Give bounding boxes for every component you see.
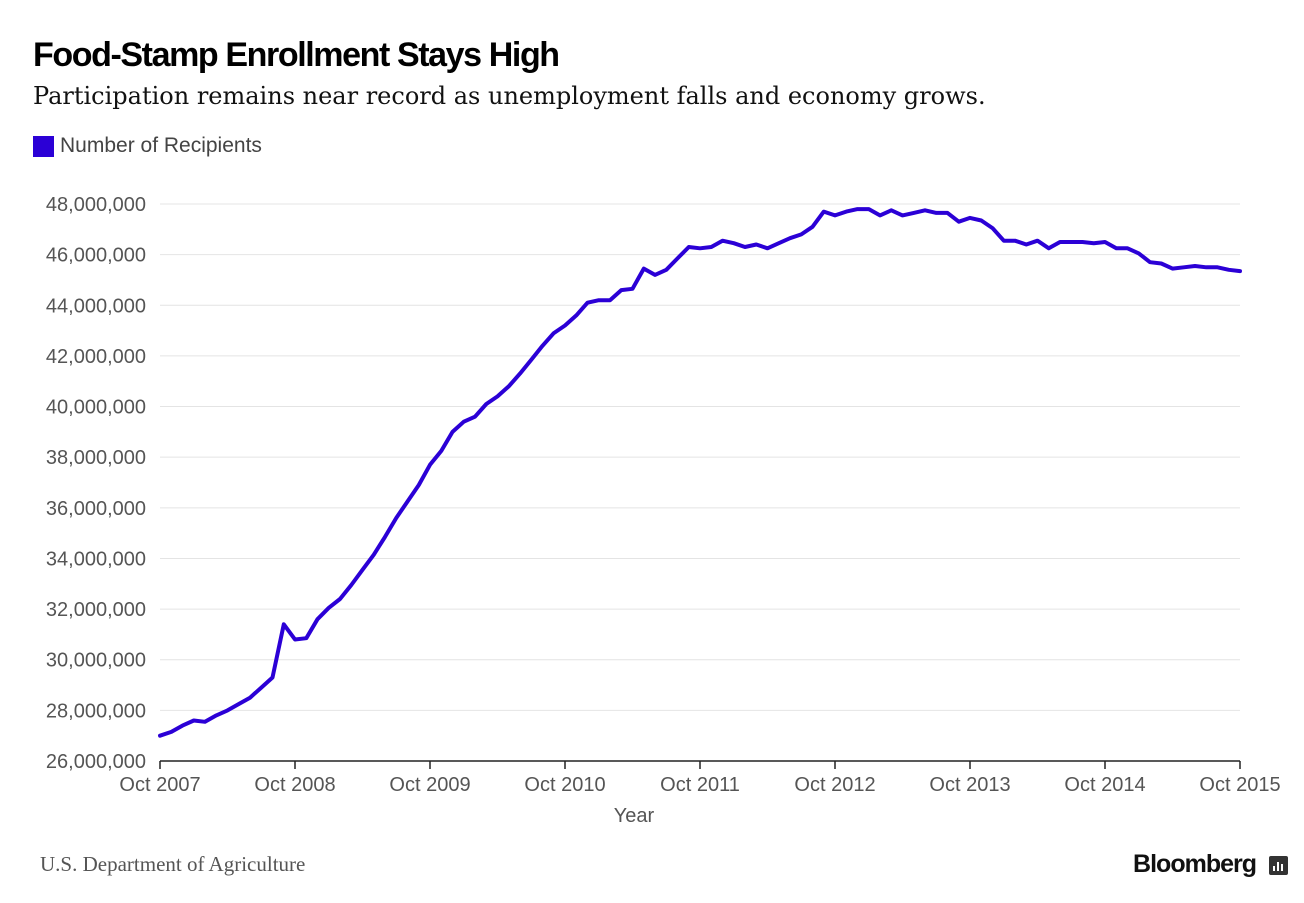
legend-label: Number of Recipients bbox=[60, 134, 262, 157]
y-tick-label: 48,000,000 bbox=[46, 194, 146, 216]
y-tick-label: 32,000,000 bbox=[46, 599, 146, 621]
y-tick-label: 40,000,000 bbox=[46, 397, 146, 419]
legend: Number of Recipients bbox=[33, 134, 262, 158]
x-axis-title: Year bbox=[614, 805, 655, 827]
x-tick-label: Oct 2008 bbox=[254, 774, 335, 796]
y-tick-label: 34,000,000 bbox=[46, 548, 146, 570]
x-tick-label: Oct 2011 bbox=[660, 774, 740, 796]
y-tick-label: 28,000,000 bbox=[46, 700, 146, 722]
chart-title: Food-Stamp Enrollment Stays High bbox=[33, 36, 560, 74]
x-tick-label: Oct 2015 bbox=[1199, 774, 1280, 796]
x-tick-label: Oct 2012 bbox=[794, 774, 875, 796]
bloomberg-chart-icon bbox=[1269, 856, 1288, 875]
legend-swatch bbox=[33, 135, 54, 157]
y-tick-label: 46,000,000 bbox=[46, 245, 146, 267]
x-tick-label: Oct 2010 bbox=[524, 774, 605, 796]
y-tick-label: 36,000,000 bbox=[46, 498, 146, 520]
source-note: U.S. Department of Agriculture bbox=[40, 852, 306, 876]
x-tick-label: Oct 2007 bbox=[119, 774, 200, 796]
y-tick-label: 44,000,000 bbox=[46, 295, 146, 317]
x-tick-label: Oct 2014 bbox=[1064, 774, 1145, 796]
x-tick-label: Oct 2009 bbox=[389, 774, 470, 796]
y-tick-label: 38,000,000 bbox=[46, 447, 146, 469]
chart-subtitle: Participation remains near record as une… bbox=[33, 82, 986, 110]
y-tick-label: 30,000,000 bbox=[46, 650, 146, 672]
x-tick-label: Oct 2013 bbox=[929, 774, 1010, 796]
y-tick-label: 26,000,000 bbox=[46, 751, 146, 773]
y-tick-label: 42,000,000 bbox=[46, 346, 146, 368]
brand-logo: Bloomberg bbox=[1133, 850, 1257, 878]
series-line-number-of-recipients bbox=[158, 207, 1242, 738]
